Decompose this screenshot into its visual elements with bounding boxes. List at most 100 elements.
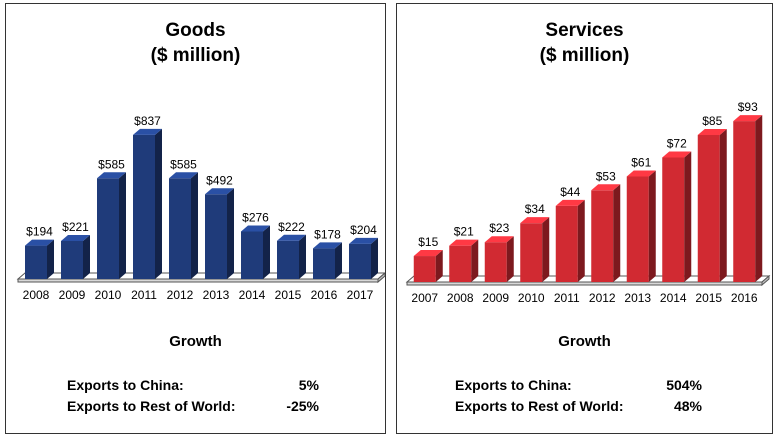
services-category-label-2013: 2013 [624,291,651,305]
goods-category-label-2008: 2008 [23,288,50,302]
services-bar-2016 [733,115,763,282]
services-category-label-2014: 2014 [660,291,687,305]
goods-chart-subtitle: ($ million) [150,45,241,66]
goods-growth-row-rest: Exports to Rest of World: -25% [67,397,327,415]
goods-category-label-2016: 2016 [311,288,338,302]
goods-bar-front [313,248,335,279]
goods-bar-top [97,172,126,179]
services-bar-front [413,256,436,282]
goods-growth-china-label: Exports to China: [67,377,184,393]
goods-bar-2012 [169,172,198,279]
services-data-label-2010: $34 [525,202,545,216]
services-bar-2007 [413,250,443,282]
services-bar-side [577,199,585,282]
services-growth-rest-value: 48% [673,398,702,414]
services-category-label-2012: 2012 [589,291,616,305]
goods-bar-side [335,242,342,279]
goods-bar-side [83,234,90,279]
services-bar-side [684,151,692,282]
goods-bar-side [227,188,234,279]
services-bar-top [520,217,550,224]
goods-bar-top [205,188,234,195]
services-bar-2010 [520,217,550,282]
goods-bar-top [169,172,198,179]
services-bar-top [555,199,585,206]
goods-bar-2009 [61,234,90,279]
services-bar-top [733,115,763,122]
services-bar-2008 [449,239,479,282]
goods-bar-front [205,194,227,279]
services-bar-top [484,236,514,243]
services-category-label-2015: 2015 [695,291,722,305]
goods-bar-front [61,240,83,279]
goods-data-label-2017: $204 [350,223,377,237]
services-category-label-2008: 2008 [447,291,474,305]
services-bar-top [626,170,656,177]
goods-category-label-2012: 2012 [167,288,194,302]
services-bar-side [719,128,727,282]
goods-growth-heading: Growth [169,333,222,350]
goods-bar-top [61,234,90,241]
services-bar-front [449,245,472,282]
goods-bar-top [25,239,54,246]
services-growth-heading: Growth [558,333,611,350]
goods-data-label-2010: $585 [98,157,125,171]
services-data-label-2008: $21 [454,225,474,239]
services-data-label-2015: $85 [702,114,722,128]
goods-bar-2011 [133,128,162,279]
services-growth-row-rest: Exports to Rest of World: 48% [455,397,710,415]
services-data-label-2012: $53 [596,169,616,183]
goods-floor-side [377,272,385,284]
goods-growth-china-value: 5% [298,377,319,393]
services-bar-front [733,121,756,282]
goods-bar-top [313,242,342,249]
goods-bar-2017 [349,237,378,279]
goods-data-label-2008: $194 [26,225,53,239]
services-bar-2015 [697,128,727,282]
services-bar-2014 [662,151,692,282]
goods-bar-top [277,234,306,241]
services-bar-side [755,115,763,282]
services-bar-side [613,184,621,282]
goods-bar-top [241,225,270,232]
services-growth-china-value: 504% [666,377,702,393]
goods-bar-side [371,237,378,279]
goods-bar-front [97,178,119,279]
goods-bar-front [133,134,155,279]
services-data-label-2007: $15 [418,235,438,249]
goods-data-label-2012: $585 [170,157,197,171]
goods-bar-top [349,237,378,244]
goods-growth-rest-label: Exports to Rest of World: [67,398,236,414]
goods-category-label-2017: 2017 [347,288,374,302]
services-bar-front [697,134,720,282]
services-panel: Services ($ million) $15 2007 $21 2008 $23 20… [396,3,773,434]
services-bar-2013 [626,170,656,282]
services-bar-top [591,184,621,191]
goods-bar-2015 [277,234,306,279]
goods-bar-side [263,225,270,279]
services-data-label-2016: $93 [738,100,758,114]
services-data-label-2009: $23 [489,221,509,235]
goods-data-label-2013: $492 [206,173,233,187]
goods-data-label-2009: $221 [62,220,89,234]
goods-data-label-2015: $222 [278,220,305,234]
goods-chart-title: Goods [165,20,226,41]
services-floor-edge [406,281,763,286]
goods-growth-rest-value: -25% [286,398,319,414]
services-chart-title: Services [545,20,624,41]
services-bar-front [662,157,685,282]
goods-category-label-2014: 2014 [239,288,266,302]
services-data-label-2011: $44 [560,185,580,199]
goods-bar-side [119,172,126,279]
goods-bar-2013 [205,188,234,279]
goods-bar-2008 [25,239,54,279]
goods-growth-row-china: Exports to China: 5% [67,376,327,394]
goods-bar-side [47,239,54,279]
services-category-label-2009: 2009 [482,291,509,305]
services-bar-side [542,217,550,282]
goods-category-label-2011: 2011 [131,288,157,302]
goods-category-label-2010: 2010 [95,288,122,302]
services-bar-front [484,242,507,282]
goods-data-label-2014: $276 [242,210,269,224]
services-category-label-2010: 2010 [518,291,545,305]
